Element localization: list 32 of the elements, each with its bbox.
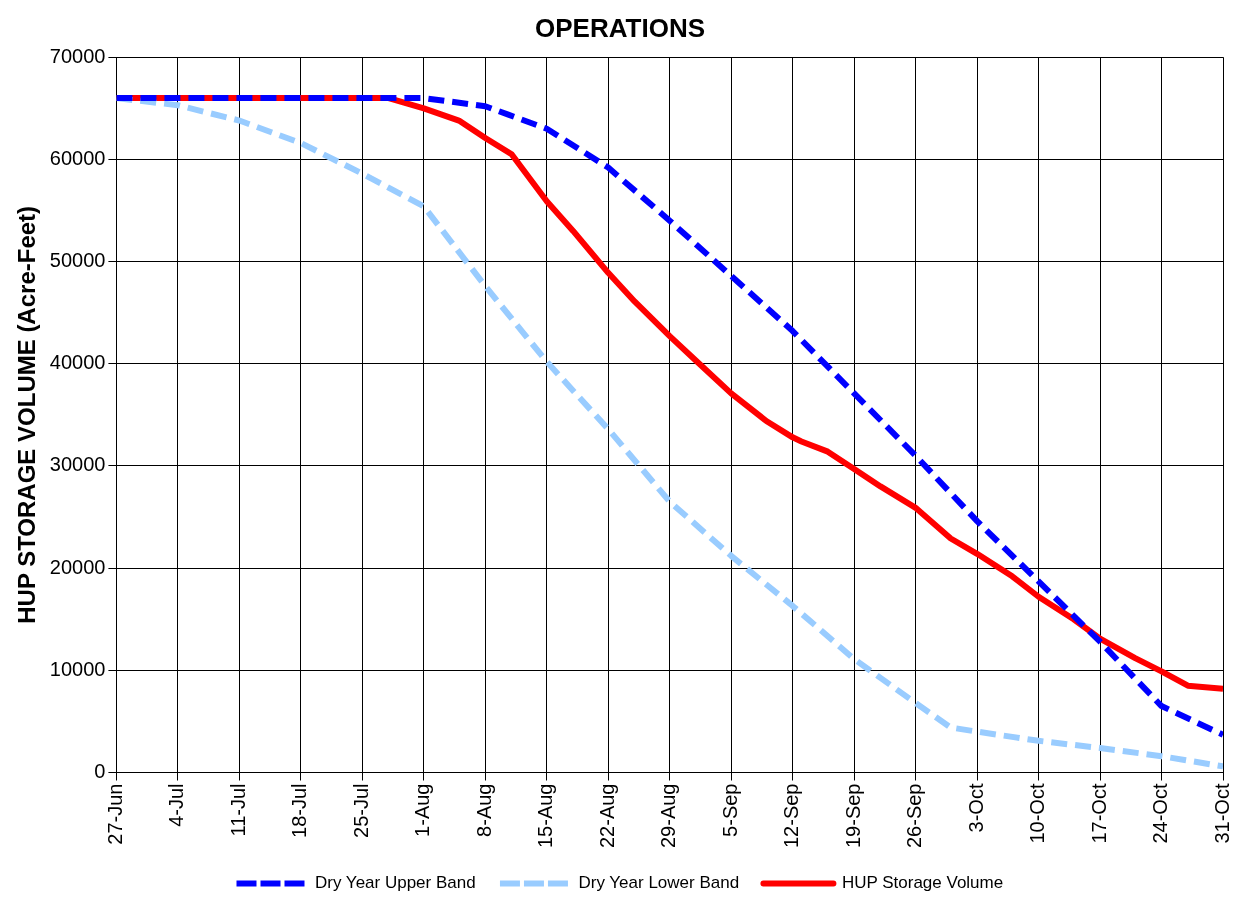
y-tick-label: 20000 bbox=[49, 555, 106, 578]
x-tick-label: 17-Oct bbox=[1087, 783, 1110, 844]
x-tick-label: 26-Sep bbox=[903, 783, 926, 849]
y-tick-label: 50000 bbox=[49, 249, 106, 272]
legend-label: Dry Year Lower Band bbox=[578, 873, 740, 893]
y-tick-label: 70000 bbox=[49, 44, 106, 67]
x-tick-label: 18-Jul bbox=[288, 783, 311, 838]
x-tick-label: 24-Oct bbox=[1149, 783, 1172, 844]
x-tick-label: 4-Jul bbox=[165, 783, 188, 827]
x-tick-label: 12-Sep bbox=[780, 783, 803, 849]
x-tick-label: 19-Sep bbox=[841, 783, 864, 849]
x-tick-label: 1-Aug bbox=[411, 783, 434, 837]
y-tick-label: 0 bbox=[94, 760, 106, 783]
x-tick-label: 3-Oct bbox=[964, 783, 987, 833]
y-tick-label: 30000 bbox=[49, 453, 106, 476]
x-tick-label: 15-Aug bbox=[534, 783, 557, 849]
legend-label: HUP Storage Volume bbox=[841, 873, 1004, 893]
x-tick-label: 11-Jul bbox=[226, 783, 249, 837]
x-tick-label: 10-Oct bbox=[1026, 783, 1049, 844]
x-tick-label: 31-Oct bbox=[1210, 783, 1233, 844]
x-tick-label: 8-Aug bbox=[472, 783, 495, 837]
x-tick-label: 25-Jul bbox=[349, 783, 372, 838]
x-tick-label: 22-Aug bbox=[595, 783, 618, 849]
chart-title: OPERATIONS bbox=[535, 12, 705, 43]
legend-label: Dry Year Upper Band bbox=[315, 873, 476, 893]
x-tick-label: 29-Aug bbox=[657, 783, 680, 849]
y-tick-label: 40000 bbox=[49, 351, 106, 374]
y-axis-title: HUP STORAGE VOLUME (Acre-Feet) bbox=[13, 205, 41, 624]
y-tick-label: 60000 bbox=[49, 146, 106, 169]
x-tick-label: 5-Sep bbox=[718, 783, 741, 837]
x-tick-label: 27-Jun bbox=[103, 783, 126, 845]
y-tick-label: 10000 bbox=[49, 657, 106, 680]
